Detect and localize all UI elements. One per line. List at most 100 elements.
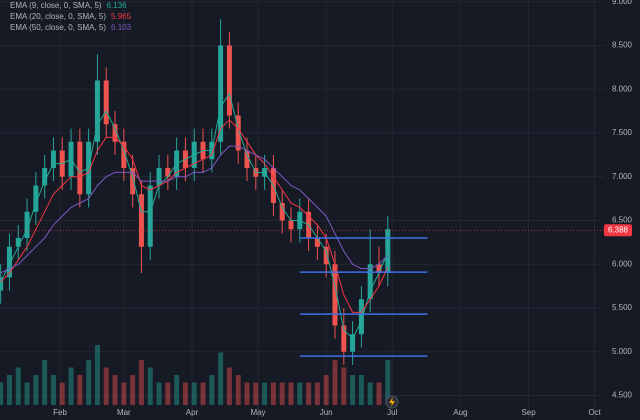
volume-bar: [253, 382, 259, 405]
y-tick-label: 8.500: [612, 41, 633, 50]
volume-bar: [174, 375, 180, 405]
volume-bar: [33, 375, 39, 405]
candle-body: [6, 246, 12, 278]
volume-bar: [24, 382, 30, 405]
y-tick-label: 4.500: [612, 391, 633, 400]
y-tick-label: 5.500: [612, 303, 633, 312]
axes: 4.500 5.000 5.500 6.000 6.500 7.000 7.500 8.000…: [53, 0, 632, 417]
event-icon[interactable]: [385, 395, 399, 409]
volume-bar: [86, 360, 92, 405]
volume-bar: [323, 375, 329, 405]
candle-body: [314, 238, 320, 247]
volume-bar: [270, 382, 276, 405]
candle-body: [350, 334, 356, 352]
candle-body: [112, 124, 118, 142]
candle-body: [50, 150, 56, 168]
volume-bar: [77, 375, 83, 405]
volume-bar: [42, 360, 48, 405]
volume-bar: [218, 352, 224, 405]
volume-bar: [367, 382, 373, 405]
legend-value: 5.965: [111, 12, 132, 21]
x-tick-label: Jun: [320, 408, 333, 417]
volume-bar: [182, 382, 188, 405]
volume-bar: [165, 382, 171, 405]
candle-body: [165, 168, 171, 177]
volume-bar: [94, 345, 100, 405]
event-icon-bolt: [389, 397, 395, 407]
volume-bar: [50, 375, 56, 405]
candle-body: [121, 141, 127, 168]
x-tick-label: Mar: [117, 408, 131, 417]
volume-bar: [147, 367, 153, 405]
candle-body: [33, 185, 39, 212]
volume-bar: [376, 382, 382, 405]
volume-bar: [59, 382, 65, 405]
ema-line: [0, 145, 389, 274]
y-tick-label: 7.500: [612, 128, 633, 137]
volume-bar: [112, 375, 118, 405]
volume-bar: [306, 382, 312, 405]
candle-body: [156, 168, 162, 186]
legend-entry: EMA (20, close, 0, SMA, 5): [10, 12, 106, 21]
x-tick-label: May: [250, 408, 265, 417]
candle-body: [376, 264, 382, 273]
x-tick-label: Feb: [53, 408, 67, 417]
candle-body: [226, 45, 232, 116]
x-tick-label: Apr: [186, 408, 199, 417]
candle-body: [218, 45, 224, 142]
volume-bar: [209, 375, 215, 405]
volume-bar: [235, 375, 241, 405]
volume-bar: [297, 382, 303, 405]
volume-bar: [226, 367, 232, 405]
candle-body: [130, 168, 136, 195]
legend-entry: EMA (50, close, 0, SMA, 5): [10, 23, 106, 32]
candle-body: [77, 141, 83, 195]
candle-body: [138, 194, 144, 247]
volume-bar: [341, 367, 347, 405]
candle-body: [358, 299, 364, 335]
candle-body: [279, 203, 285, 221]
volume-bar: [262, 382, 268, 405]
volume-bar: [191, 382, 197, 405]
candle-body: [24, 211, 30, 238]
price-layer: [0, 19, 604, 365]
volume-bar: [385, 360, 391, 405]
volume-bar: [200, 382, 206, 405]
candle-body: [341, 325, 347, 352]
candle-body: [332, 264, 338, 326]
volume-bar: [279, 382, 285, 405]
x-tick-label: Oct: [588, 408, 601, 417]
candle-body: [323, 246, 329, 265]
candle-body: [15, 238, 21, 247]
volume-bar: [0, 382, 4, 405]
candle-body: [94, 80, 100, 142]
y-tick-label: 7.000: [612, 172, 633, 181]
candle-body: [103, 80, 109, 125]
y-tick-label: 8.000: [612, 84, 633, 93]
volume-bar: [130, 375, 136, 405]
volume-bar: [314, 382, 320, 405]
x-tick-label: Jul: [387, 408, 397, 417]
volume-bar: [156, 382, 162, 405]
x-tick-label: Sep: [521, 408, 536, 417]
volume-bar: [121, 382, 127, 405]
candle-body: [288, 220, 294, 230]
volume-bar: [15, 367, 21, 405]
volume-bar: [350, 375, 356, 405]
volume-bar: [358, 375, 364, 405]
volume-bar: [288, 382, 294, 405]
volume-bar: [68, 367, 74, 405]
volume-bar: [103, 367, 109, 405]
y-tick-label: 6.500: [612, 216, 633, 225]
legend-value: 6.136: [107, 1, 128, 10]
legend-value: 6.103: [111, 23, 132, 32]
x-tick-label: Aug: [453, 408, 467, 417]
ema-line: [0, 92, 389, 340]
candle-body: [244, 150, 250, 168]
candle-body: [367, 264, 373, 300]
y-tick-label: 6.000: [612, 259, 633, 268]
candle-body: [42, 168, 48, 186]
